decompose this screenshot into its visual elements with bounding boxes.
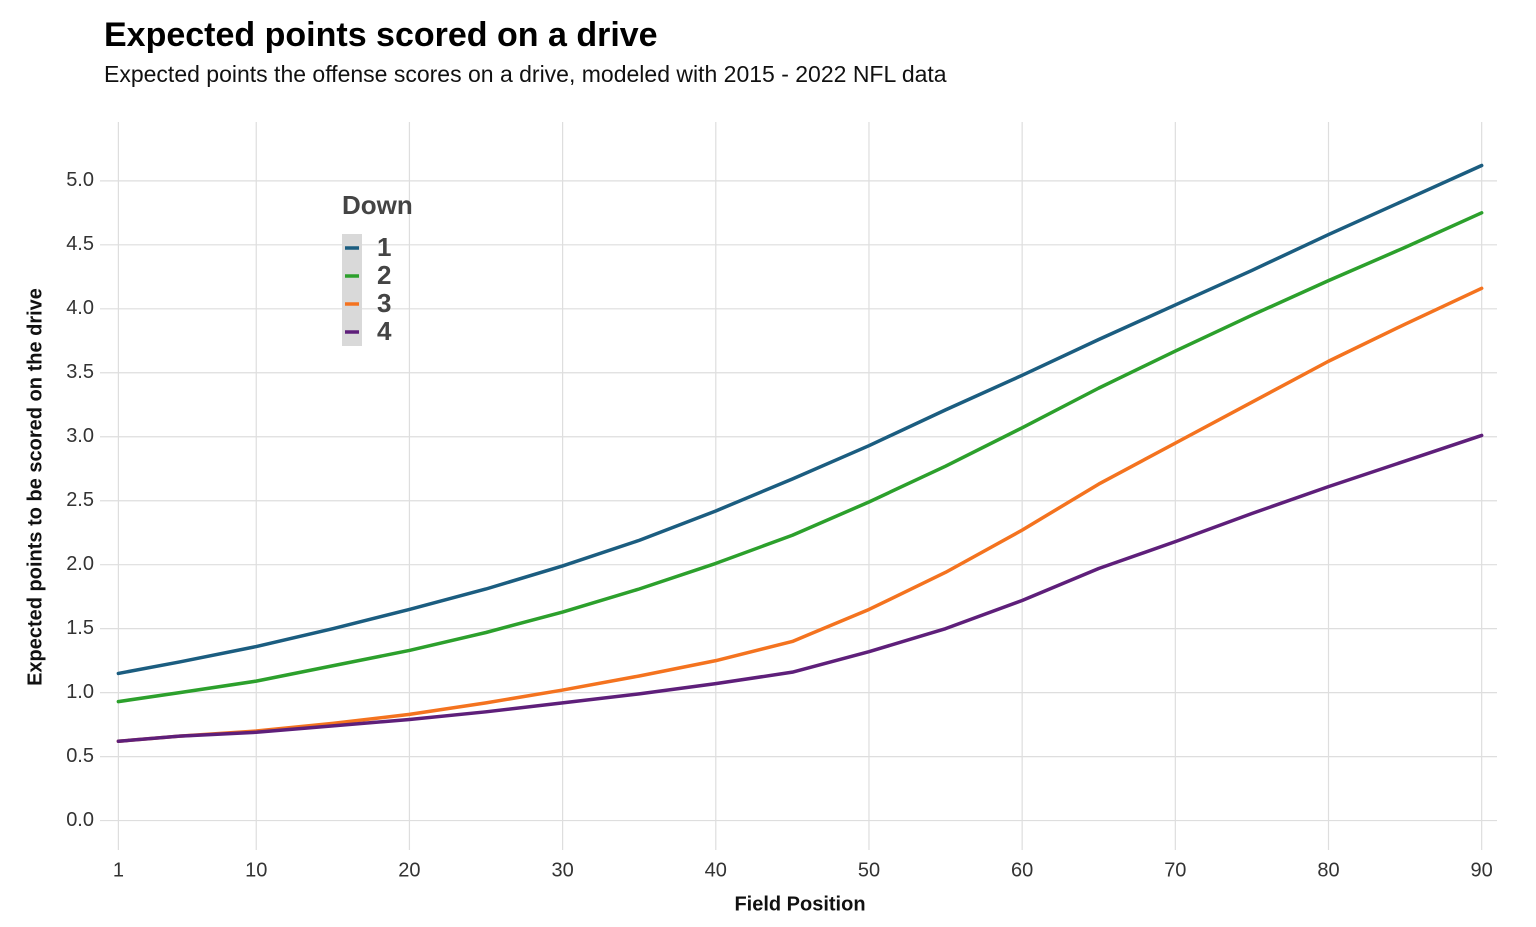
legend-title: Down [342, 190, 413, 220]
y-tick-label: 4.5 [66, 233, 94, 255]
x-tick-label: 40 [705, 859, 727, 881]
series-line [116, 163, 1484, 676]
series-line [116, 433, 1484, 743]
legend-label: 4 [377, 316, 392, 346]
x-tick-label: 30 [551, 859, 573, 881]
y-tick-label: 3.0 [66, 425, 94, 447]
y-tick-label: 0.5 [66, 745, 94, 767]
x-tick-label: 60 [1011, 859, 1033, 881]
series-line [116, 286, 1484, 743]
y-tick-label: 1.5 [66, 617, 94, 639]
legend-label: 3 [377, 288, 391, 318]
y-tick-label: 2.5 [66, 489, 94, 511]
y-tick-label: 2.0 [66, 553, 94, 575]
x-tick-label: 10 [245, 859, 267, 881]
y-tick-label: 0.0 [66, 809, 94, 831]
chart-title: Expected points scored on a drive [104, 16, 658, 54]
legend-label: 1 [377, 232, 391, 262]
y-tick-label: 3.5 [66, 361, 94, 383]
x-tick-label: 20 [398, 859, 420, 881]
x-tick-label: 70 [1164, 859, 1186, 881]
x-axis-title: Field Position [734, 893, 865, 915]
chart-subtitle: Expected points the offense scores on a … [104, 61, 947, 87]
x-tick-label: 80 [1317, 859, 1339, 881]
y-axis-title: Expected points to be scored on the driv… [24, 288, 46, 686]
legend-label: 2 [377, 260, 391, 290]
y-tick-label: 5.0 [66, 169, 94, 191]
y-tick-label: 4.0 [66, 297, 94, 319]
x-tick-label: 50 [858, 859, 880, 881]
x-tick-label: 1 [113, 859, 124, 881]
x-tick-label: 90 [1471, 859, 1493, 881]
series-line [116, 211, 1484, 704]
y-tick-label: 1.0 [66, 681, 94, 703]
